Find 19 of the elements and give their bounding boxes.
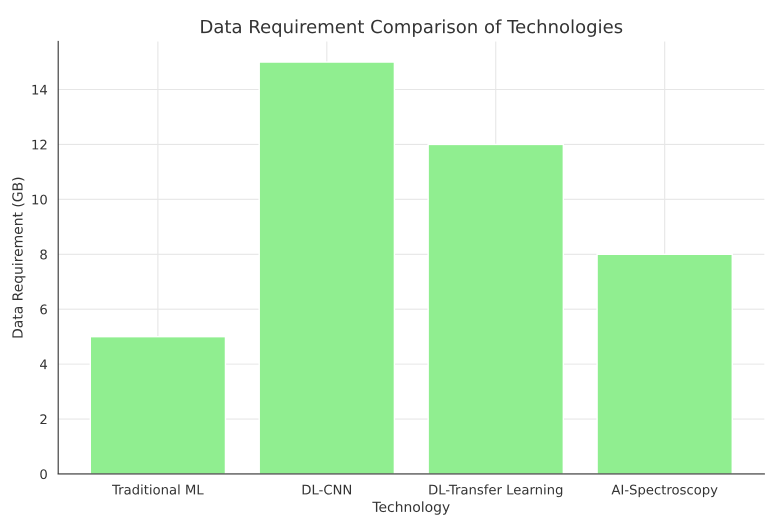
y-tick-label: 14 bbox=[32, 84, 48, 95]
x-tick-label: AI-Spectroscopy bbox=[612, 484, 718, 498]
y-tick-label: 10 bbox=[32, 194, 47, 205]
bar bbox=[90, 336, 226, 474]
chart-title: Data Requirement Comparison of Technologies bbox=[201, 19, 622, 37]
x-tick-label: DL-CNN bbox=[302, 484, 352, 495]
bar bbox=[596, 254, 733, 474]
y-tick-label: 8 bbox=[40, 249, 47, 260]
x-tick-label: Traditional ML bbox=[112, 484, 204, 495]
bar bbox=[427, 144, 564, 474]
bar bbox=[258, 61, 396, 474]
y-tick-label: 4 bbox=[40, 360, 48, 370]
y-axis-title: Data Requirement (GB) bbox=[12, 178, 26, 338]
y-tick-label: 12 bbox=[32, 140, 46, 150]
x-tick-label: DL-Transfer Learning bbox=[429, 484, 562, 498]
y-tick-label: 0 bbox=[40, 469, 47, 480]
y-tick-label: 6 bbox=[40, 304, 47, 314]
x-axis-title: Technology bbox=[372, 501, 450, 515]
y-tick-label: 2 bbox=[40, 414, 46, 424]
